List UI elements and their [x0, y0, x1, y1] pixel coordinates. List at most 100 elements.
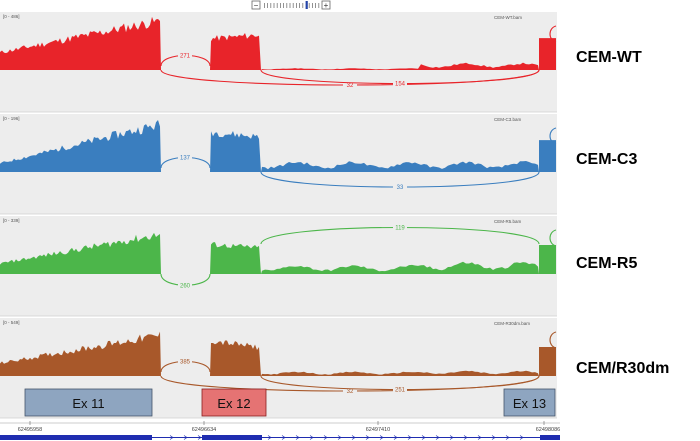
junction-count-label: 32	[347, 83, 354, 89]
strand-chevron	[309, 435, 314, 440]
track-label-cem-r5: CEM-R5	[576, 255, 638, 272]
exon-11-label: Ex 11	[72, 396, 104, 411]
zoom-slider[interactable]	[264, 1, 320, 9]
junction-label-bg	[343, 82, 357, 88]
strand-chevron	[407, 435, 412, 440]
bam-file-label: CEM-WT.bam	[494, 15, 522, 20]
strand-chevron	[295, 435, 300, 440]
bam-file-label: CEM-R30dm.bam	[494, 321, 530, 326]
data-range-label: [0 - 339]	[3, 218, 20, 223]
exon-13-label: Ex 13	[513, 396, 546, 411]
junction-count-label: 385	[180, 360, 191, 366]
coordinate-ruler: 62495958 62496634 62497410 62498086	[0, 421, 560, 433]
zoom-tick	[305, 1, 308, 9]
zoom-tick	[280, 3, 281, 8]
data-range-label: [0 - 196]	[3, 116, 20, 121]
strand-chevron	[323, 435, 328, 440]
track-label-cem-c3: CEM-C3	[576, 151, 638, 168]
zoom-tick	[292, 3, 294, 8]
ruler-tick-label: 62497410	[366, 427, 390, 433]
zoom-tick	[283, 3, 284, 8]
strand-chevron	[183, 435, 188, 440]
coverage-plot	[0, 120, 556, 172]
zoom-in-icon: +	[324, 1, 329, 10]
coverage-plot	[0, 16, 556, 71]
exon-13-box[interactable]	[503, 388, 556, 417]
zoom-tick	[289, 3, 291, 8]
junction-label-bg	[393, 80, 407, 87]
coverage-plot	[0, 232, 556, 274]
exon-12-label: Ex 12	[217, 396, 250, 411]
strand-chevron	[365, 435, 370, 440]
exon-annotations: Ex 11 Ex 12 Ex 13	[24, 388, 556, 417]
junction-label-bg	[393, 184, 407, 190]
exon-11-box[interactable]	[24, 388, 153, 417]
junction-arc-edge	[549, 127, 557, 145]
gene-model	[0, 435, 560, 440]
junction-label-bg	[178, 52, 192, 59]
gene-exon-block	[202, 435, 262, 440]
track-label-cem-wt: CEM-WT	[576, 49, 642, 66]
strand-chevron	[463, 435, 468, 440]
strand-chevron	[253, 435, 258, 440]
junction-count-label: 119	[395, 226, 405, 232]
strand-chevron	[491, 435, 496, 440]
track-label-cem-r30dm: CEM/R30dm	[576, 360, 670, 377]
junction-label-bg	[178, 358, 192, 365]
zoom-tick	[296, 3, 297, 8]
zoom-tick	[312, 3, 313, 8]
bam-file-label: CEM-R5.bam	[494, 219, 522, 224]
junction-arc-edge	[549, 331, 557, 349]
zoom-tick	[318, 3, 320, 8]
strand-chevron	[351, 435, 356, 440]
zoom-control[interactable]: − +	[251, 0, 331, 10]
track-0: [0 - 486] CEM-WT.bam 271 32 154	[0, 12, 557, 113]
zoom-tick	[264, 3, 265, 8]
junction-label-bg	[393, 224, 407, 231]
strand-chevron	[337, 435, 342, 440]
strand-chevron	[239, 435, 244, 440]
exon-12-box[interactable]	[201, 388, 267, 417]
ruler-tick-label: 62496634	[192, 427, 216, 433]
strand-chevron	[421, 435, 426, 440]
strand-chevron	[379, 435, 384, 440]
ruler-tick-label: 62495958	[18, 427, 42, 433]
bam-file-label: CEM-C3.bam	[494, 117, 522, 122]
strand-chevron	[169, 435, 174, 440]
zoom-tick	[276, 3, 278, 8]
coverage-plot	[0, 331, 556, 376]
strand-chevron	[393, 435, 398, 440]
junction-label-bg	[343, 388, 357, 394]
track-1: [0 - 196] CEM-C3.bam 137 33	[0, 114, 557, 215]
junction-label-bg	[178, 282, 192, 289]
strand-chevron	[211, 435, 216, 440]
zoom-tick	[267, 3, 268, 8]
strand-chevron	[449, 435, 454, 440]
junction-count-label: 32	[347, 389, 354, 395]
junction-count-label: 137	[180, 156, 191, 162]
zoom-in-button[interactable]	[321, 0, 331, 10]
junction-count-label: 33	[397, 185, 404, 191]
zoom-out-button[interactable]	[251, 0, 261, 10]
strand-chevron	[519, 435, 524, 440]
ruler-tick-label: 62498086	[536, 427, 560, 433]
strand-chevron	[225, 435, 230, 440]
track-2: [0 - 339] CEM-R5.bam 119 260	[0, 216, 557, 317]
zoom-tick	[302, 3, 304, 8]
strand-chevron	[477, 435, 482, 440]
strand-chevron	[281, 435, 286, 440]
zoom-tick	[308, 3, 310, 8]
junction-arc-edge	[549, 25, 557, 43]
zoom-tick	[286, 3, 288, 8]
junction-count-label: 271	[180, 54, 191, 60]
data-range-label: [0 - 549]	[3, 320, 20, 325]
zoom-tick	[299, 3, 300, 8]
gene-exon-block	[540, 435, 560, 440]
junction-label-bg	[178, 154, 192, 161]
data-range-label: [0 - 486]	[3, 14, 20, 19]
junction-count-label: 154	[395, 82, 406, 88]
strand-chevron	[435, 435, 440, 440]
strand-chevron	[505, 435, 510, 440]
junction-count-label: 251	[395, 388, 406, 394]
